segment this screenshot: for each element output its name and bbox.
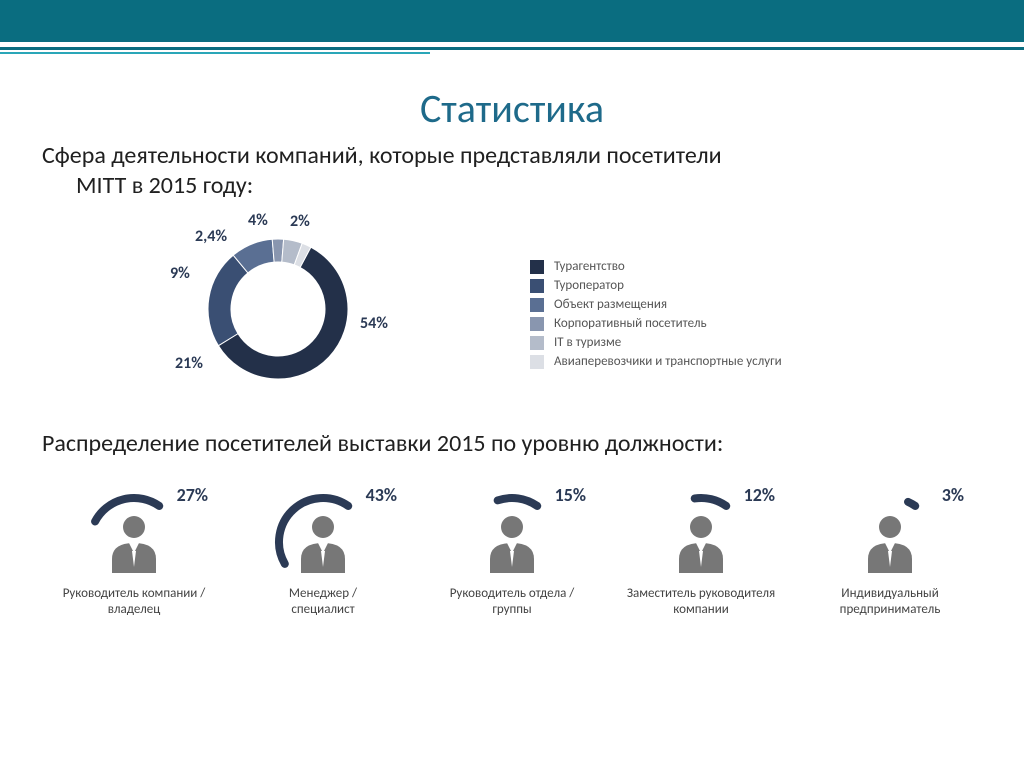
subtitle-2: Распределение посетителей выставки 2015 … xyxy=(42,429,982,458)
position-item: 12% Заместитель руководителякомпании xyxy=(611,478,791,619)
legend-label: Турагентство xyxy=(554,259,625,274)
legend-swatch xyxy=(530,336,544,350)
person-icon xyxy=(486,513,538,573)
legend-swatch xyxy=(530,260,544,274)
position-gauge: 27% xyxy=(74,478,194,578)
person-icon-wrap xyxy=(108,513,160,578)
legend-item: Турагентство xyxy=(530,259,782,274)
accent-line-1 xyxy=(0,47,1024,50)
position-gauge: 15% xyxy=(452,478,572,578)
legend-item: Корпоративный посетитель xyxy=(530,316,782,331)
donut-label-3: 2,4% xyxy=(195,227,227,246)
header-accent xyxy=(0,47,1024,54)
position-label-line: предприниматель xyxy=(840,602,941,617)
position-item: 43% Менеджер /специалист xyxy=(233,478,413,619)
subtitle-1: Сфера деятельности компаний, которые пре… xyxy=(42,141,982,201)
donut-label-2: 9% xyxy=(170,264,190,283)
accent-line-2 xyxy=(0,52,430,54)
donut-chart: 54% 21% 9% 2,4% 4% 2% xyxy=(150,209,450,419)
position-label-line: компании xyxy=(673,602,729,617)
position-label-line: Индивидуальный xyxy=(841,586,938,601)
position-percent: 12% xyxy=(744,484,775,506)
position-gauge: 12% xyxy=(641,478,761,578)
position-percent: 15% xyxy=(555,484,586,506)
person-icon-wrap xyxy=(486,513,538,578)
legend-label: IT в туризме xyxy=(554,335,621,350)
legend-label: Объект размещения xyxy=(554,297,667,312)
position-item: 27% Руководитель компании /владелец xyxy=(44,478,224,619)
donut-label-0: 54% xyxy=(360,314,388,333)
position-label: Индивидуальныйпредприниматель xyxy=(800,586,980,619)
position-label-line: владелец xyxy=(108,602,161,617)
header-top-band xyxy=(0,0,1024,42)
position-item: 15% Руководитель отдела /группы xyxy=(422,478,602,619)
person-icon xyxy=(297,513,349,573)
subtitle-1-line-1: Сфера деятельности компаний, которые пре… xyxy=(42,141,722,170)
position-label-line: Менеджер / xyxy=(289,586,357,601)
person-icon xyxy=(864,513,916,573)
legend-swatch xyxy=(530,355,544,369)
person-icon-wrap xyxy=(864,513,916,578)
position-label: Заместитель руководителякомпании xyxy=(611,586,791,619)
header-bar xyxy=(0,0,1024,56)
person-icon-wrap xyxy=(675,513,727,578)
page-title: Статистика xyxy=(0,84,1024,133)
legend-label: Корпоративный посетитель xyxy=(554,316,707,331)
legend-item: Авиаперевозчики и транспортные услуги xyxy=(530,354,782,369)
position-gauge: 43% xyxy=(263,478,383,578)
person-icon xyxy=(675,513,727,573)
legend-item: IT в туризме xyxy=(530,335,782,350)
position-gauge: 3% xyxy=(830,478,950,578)
position-label-line: группы xyxy=(492,602,531,617)
person-icon xyxy=(108,513,160,573)
donut-label-5: 2% xyxy=(290,212,310,231)
legend-item: Туроператор xyxy=(530,278,782,293)
donut-label-4: 4% xyxy=(248,211,268,230)
donut-svg xyxy=(208,239,348,379)
legend-label: Туроператор xyxy=(554,278,624,293)
position-label-line: Заместитель руководителя xyxy=(627,586,775,601)
position-label: Менеджер /специалист xyxy=(233,586,413,619)
position-item: 3% Индивидуальныйпредприниматель xyxy=(800,478,980,619)
legend-label: Авиаперевозчики и транспортные услуги xyxy=(554,354,782,369)
position-label-line: специалист xyxy=(291,602,354,617)
positions-row: 27% Руководитель компании /владелец43% М… xyxy=(44,478,980,619)
subtitle-1-line-2: MITT в 2015 году: xyxy=(42,171,982,201)
legend-swatch xyxy=(530,279,544,293)
position-percent: 3% xyxy=(942,484,964,506)
legend-swatch xyxy=(530,317,544,331)
position-label-line: Руководитель компании / xyxy=(63,586,206,601)
position-percent: 27% xyxy=(177,484,208,506)
donut-chart-row: 54% 21% 9% 2,4% 4% 2% Турагентство Туропе… xyxy=(150,209,1024,419)
legend-item: Объект размещения xyxy=(530,297,782,312)
donut-label-1: 21% xyxy=(175,354,203,373)
position-label-line: Руководитель отдела / xyxy=(450,586,575,601)
legend-swatch xyxy=(530,298,544,312)
position-percent: 43% xyxy=(366,484,397,506)
donut-legend: Турагентство Туроператор Объект размещения… xyxy=(530,255,782,373)
donut-slice xyxy=(208,255,248,345)
person-icon-wrap xyxy=(297,513,349,578)
position-label: Руководитель компании /владелец xyxy=(44,586,224,619)
position-label: Руководитель отдела /группы xyxy=(422,586,602,619)
